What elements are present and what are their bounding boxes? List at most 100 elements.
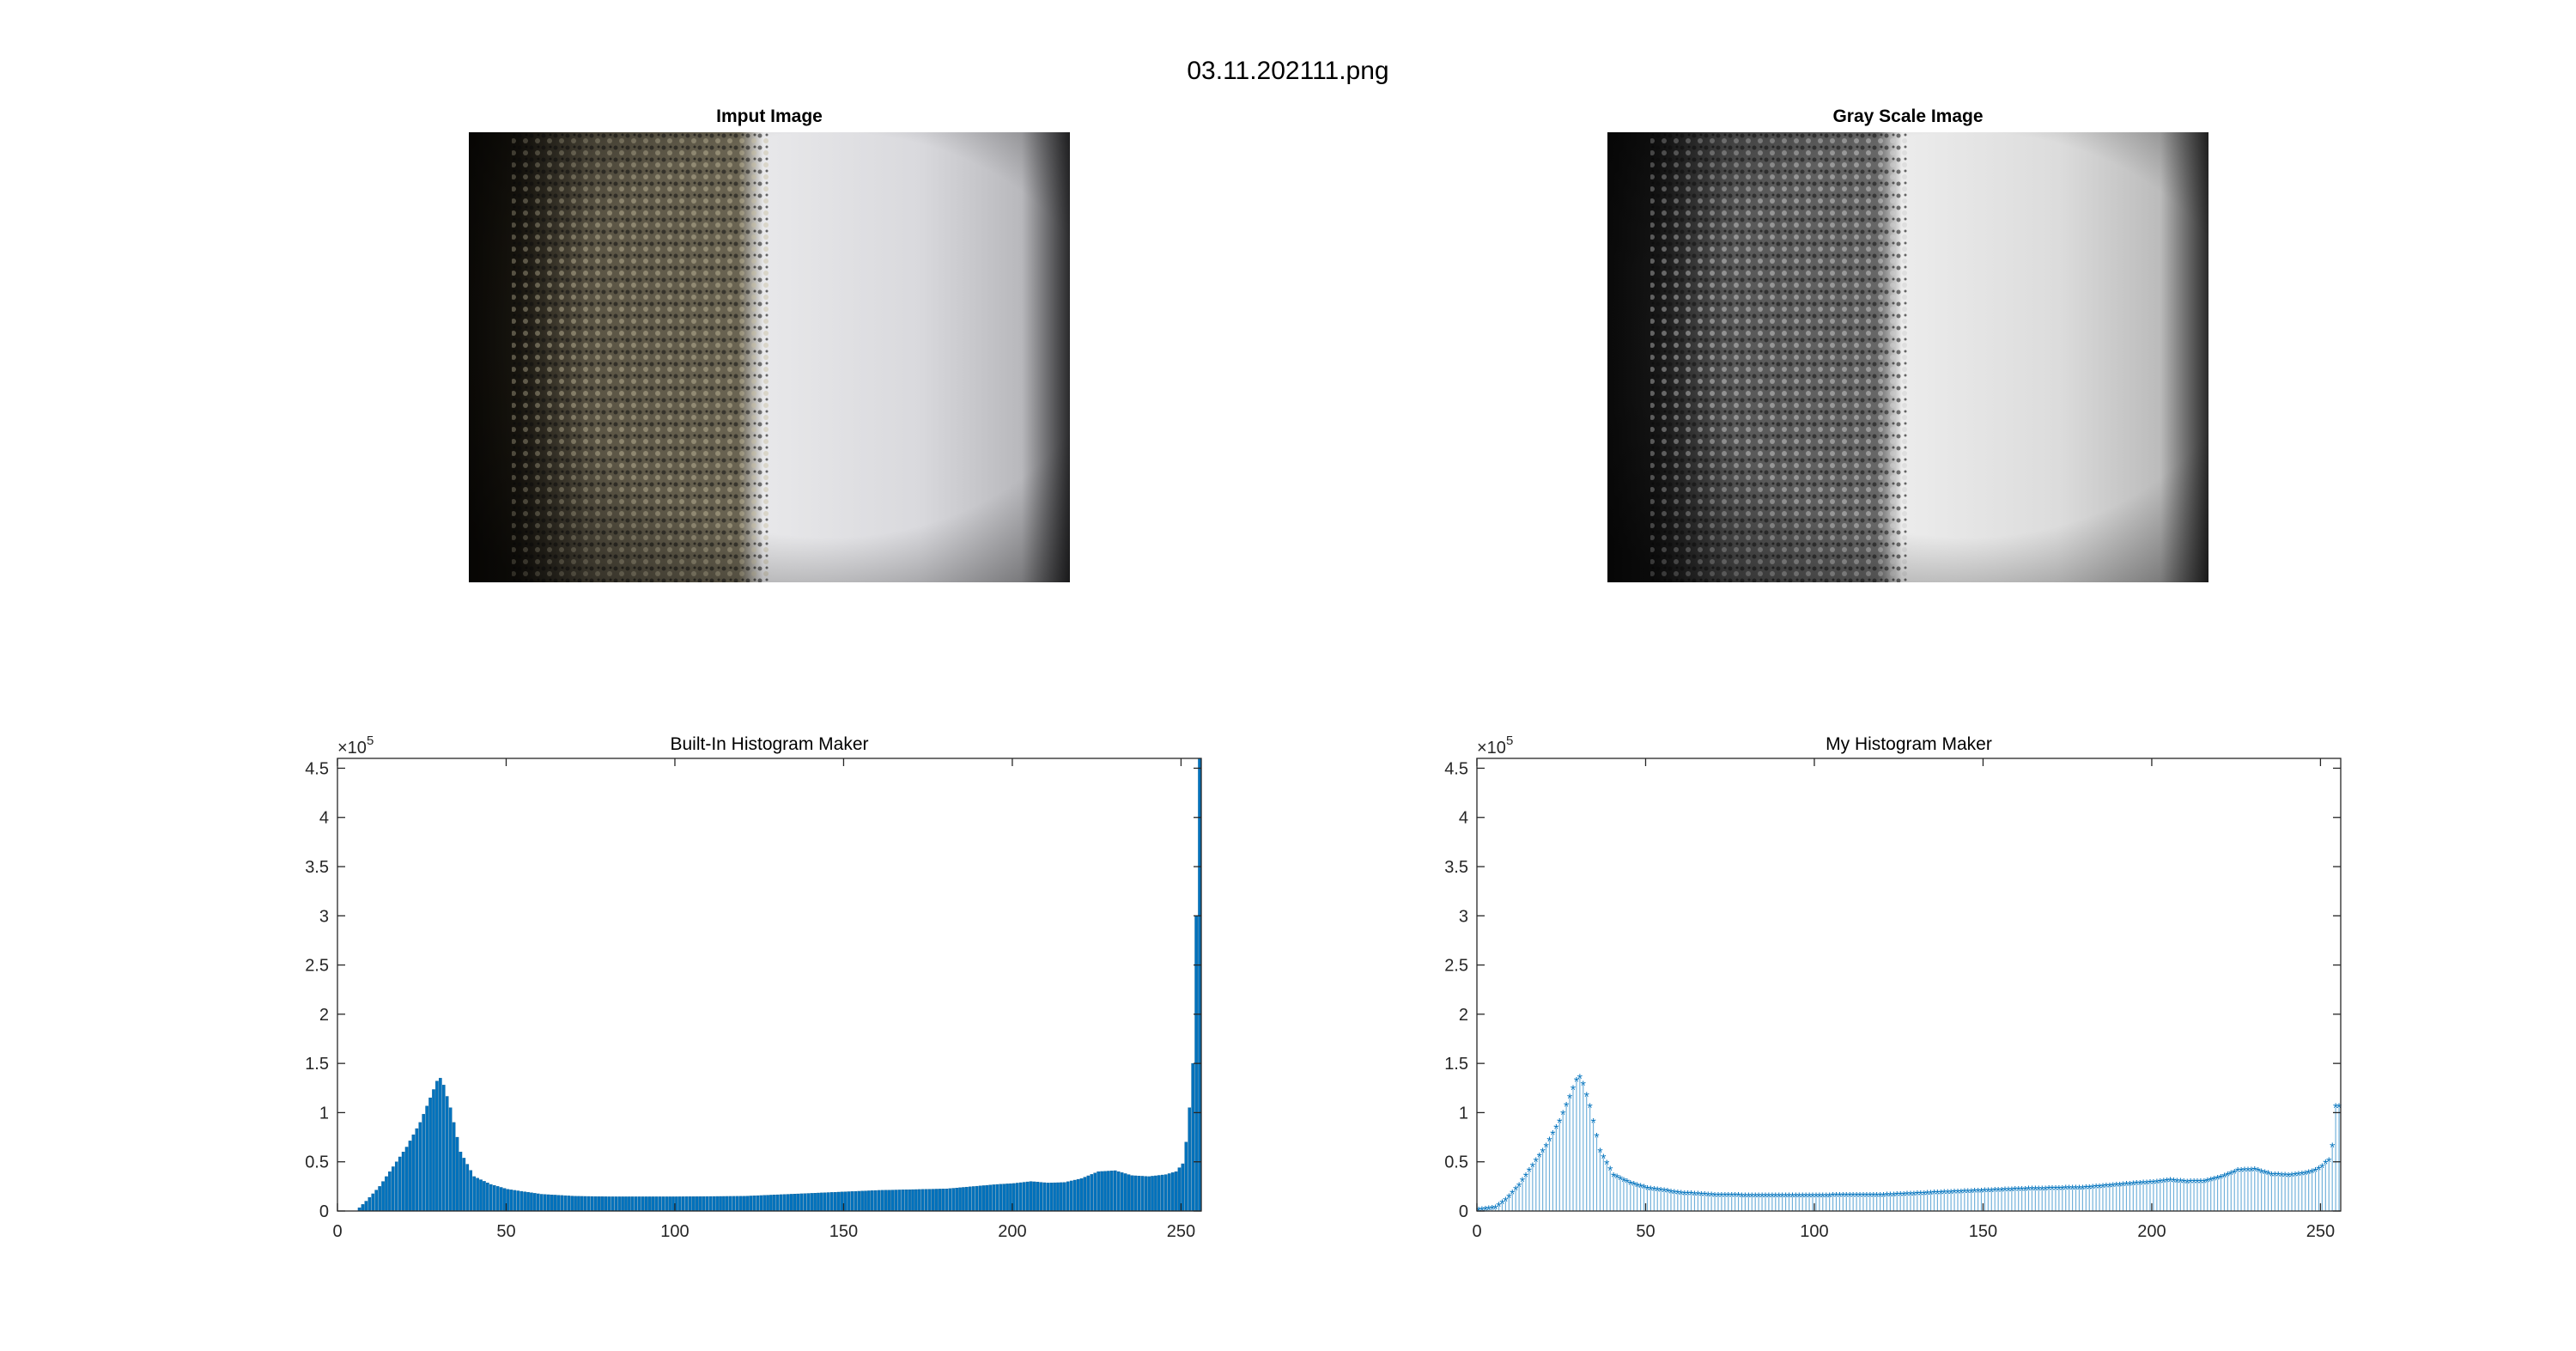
y-tick-label: 4 — [1459, 809, 1468, 828]
histogram-bar — [854, 1190, 858, 1212]
histogram-bar — [708, 1196, 713, 1212]
stem-marker: * — [1830, 1190, 1835, 1205]
stem-marker: * — [1560, 1108, 1565, 1123]
histogram-bar — [614, 1196, 617, 1212]
stem-marker: * — [1733, 1190, 1738, 1205]
histogram-bar — [914, 1189, 918, 1212]
stem-marker: * — [1496, 1201, 1501, 1215]
stem-marker: * — [1520, 1176, 1525, 1190]
histogram-bar — [462, 1158, 466, 1212]
histogram-bar — [644, 1196, 648, 1212]
stem-marker: * — [1827, 1190, 1832, 1205]
y-tick-label: 3.5 — [1444, 858, 1468, 877]
stem-marker: * — [1641, 1183, 1646, 1197]
stem-marker: * — [2032, 1184, 2038, 1199]
stem-marker: * — [1868, 1190, 1873, 1205]
histogram-bar — [766, 1195, 769, 1212]
histogram-bar — [394, 1161, 398, 1212]
histogram-bar — [381, 1181, 385, 1212]
histogram-bar — [840, 1191, 844, 1212]
histogram-bar — [553, 1195, 557, 1212]
histogram-bar — [1170, 1172, 1175, 1212]
histogram-bar — [759, 1195, 762, 1212]
stem-marker: * — [1611, 1171, 1616, 1185]
y-tick-label: 1.5 — [305, 1055, 329, 1074]
stem-marker: * — [1820, 1190, 1826, 1205]
y-tick-label: 1 — [319, 1104, 329, 1123]
axes-box — [337, 758, 1202, 1212]
histogram-bar — [600, 1196, 605, 1212]
y-tick-label: 4.5 — [305, 759, 329, 778]
stem-marker: * — [1702, 1190, 1707, 1204]
stem-marker: * — [2158, 1177, 2163, 1191]
histogram-bar — [1032, 1181, 1036, 1212]
stem-marker: * — [2178, 1177, 2183, 1191]
histogram-bar — [404, 1147, 409, 1212]
histogram-bar — [1147, 1176, 1151, 1212]
stem-marker: * — [2006, 1184, 2011, 1199]
x-tick-label: 0 — [332, 1222, 342, 1241]
stem-marker: * — [2323, 1158, 2328, 1172]
stem-marker: * — [2151, 1178, 2156, 1192]
stem-marker: * — [1594, 1131, 1599, 1146]
histogram-bar — [1167, 1173, 1171, 1212]
stem-marker: * — [2309, 1166, 2314, 1181]
stem-marker: * — [2184, 1177, 2190, 1191]
y-tick-label: 2 — [1459, 1006, 1468, 1025]
stem-marker: * — [1739, 1190, 1744, 1205]
x-tick-label: 250 — [2306, 1222, 2335, 1241]
histogram-bar — [867, 1190, 871, 1212]
histogram-bar — [1144, 1176, 1147, 1212]
histogram-bar — [1198, 758, 1201, 1212]
stem-marker: * — [2117, 1180, 2122, 1195]
stem-marker: * — [1803, 1190, 1808, 1205]
stem-marker: * — [2134, 1178, 2139, 1193]
stem-marker: * — [2242, 1165, 2247, 1180]
y-tick-label: 0 — [319, 1202, 329, 1221]
histogram-bar — [1137, 1176, 1141, 1212]
stem-marker: * — [2137, 1178, 2142, 1193]
y-tick-label: 1 — [1459, 1104, 1468, 1123]
stem-marker: * — [1705, 1190, 1710, 1204]
histogram-bar — [702, 1196, 706, 1212]
stem-marker: * — [2336, 1102, 2342, 1117]
histogram-bar — [499, 1187, 503, 1212]
stem-marker: * — [2256, 1165, 2261, 1180]
histogram-bar — [516, 1190, 520, 1212]
histogram-bar — [945, 1189, 949, 1212]
stem-marker: * — [1577, 1072, 1583, 1086]
stem-marker: * — [1662, 1186, 1667, 1201]
stem-marker: * — [1604, 1159, 1609, 1173]
stem-marker: * — [1941, 1188, 1947, 1202]
histogram-bar — [1009, 1183, 1012, 1212]
stem-marker: * — [1675, 1188, 1680, 1202]
stem-marker: * — [1712, 1190, 1717, 1205]
histogram-bar — [1116, 1171, 1121, 1212]
stem-marker: * — [1800, 1190, 1805, 1205]
histogram-bar — [1060, 1182, 1063, 1212]
stem-marker: * — [1688, 1189, 1693, 1203]
stem-marker: * — [1959, 1187, 1964, 1202]
histogram-bar — [506, 1189, 510, 1212]
stem-marker: * — [2020, 1184, 2025, 1199]
histogram-bar — [1133, 1175, 1138, 1212]
histogram-bar — [773, 1195, 776, 1212]
stem-marker: * — [2235, 1165, 2240, 1180]
histogram-bar — [1093, 1172, 1097, 1212]
stem-marker: * — [2002, 1185, 2008, 1200]
histogram-stems: ****************************************… — [1476, 1072, 2342, 1220]
gray-image-graphic — [1607, 132, 2208, 582]
histogram-bar — [1140, 1176, 1145, 1212]
stem-marker: * — [1648, 1184, 1653, 1198]
histogram-bar — [873, 1190, 878, 1212]
stem-marker: * — [2127, 1179, 2132, 1194]
histogram-bar — [847, 1191, 851, 1212]
y-tick-label: 2.5 — [305, 957, 329, 976]
stem-marker: * — [1810, 1190, 1815, 1205]
x-tick-label: 150 — [829, 1222, 858, 1241]
stem-marker: * — [2198, 1177, 2203, 1191]
histogram-bar — [570, 1196, 574, 1212]
input-image — [469, 132, 1070, 582]
stem-marker: * — [1952, 1187, 1957, 1202]
stem-marker: * — [2191, 1177, 2196, 1191]
